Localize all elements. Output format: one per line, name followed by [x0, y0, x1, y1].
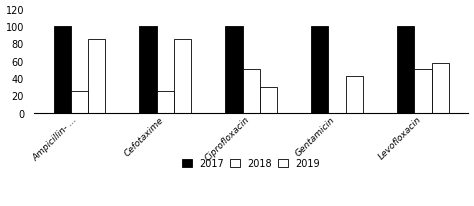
Bar	[346, 77, 363, 113]
Bar	[54, 27, 71, 113]
Bar	[88, 40, 105, 113]
Bar	[225, 27, 243, 113]
Legend: 2017, 2018, 2019: 2017, 2018, 2019	[182, 159, 320, 169]
Bar	[243, 70, 260, 113]
Bar	[414, 70, 431, 113]
Bar	[311, 27, 328, 113]
Bar	[397, 27, 414, 113]
Bar	[431, 64, 449, 113]
Bar	[156, 92, 174, 113]
Bar	[260, 87, 277, 113]
Bar	[71, 92, 88, 113]
Bar	[174, 40, 191, 113]
Bar	[139, 27, 156, 113]
